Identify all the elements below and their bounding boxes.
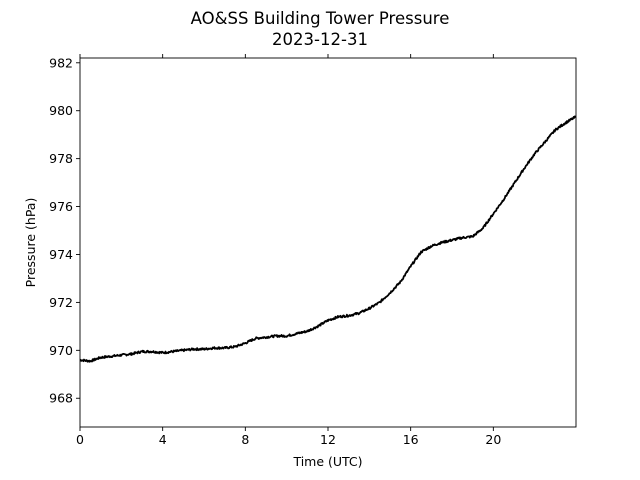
y-tick-label: 968 xyxy=(49,391,73,406)
y-tick-label: 978 xyxy=(49,151,73,166)
x-tick-label: 0 xyxy=(76,432,84,447)
y-tick-label: 970 xyxy=(49,343,73,358)
x-axis-label: Time (UTC) xyxy=(292,454,362,469)
y-axis-label: Pressure (hPa) xyxy=(23,198,38,288)
chart-title: AO&SS Building Tower Pressure xyxy=(191,9,450,28)
x-tick-label: 12 xyxy=(320,432,336,447)
x-tick-label: 16 xyxy=(403,432,419,447)
chart-subtitle: 2023-12-31 xyxy=(272,30,368,49)
x-tick-label: 20 xyxy=(485,432,501,447)
y-tick-label: 980 xyxy=(49,103,73,118)
plot-area-frame xyxy=(79,57,577,428)
y-tick-label: 982 xyxy=(49,55,73,70)
y-tick-label: 972 xyxy=(49,295,73,310)
x-axis-ticks: 0 4 8 12 16 20 xyxy=(76,54,501,447)
x-tick-label: 8 xyxy=(241,432,249,447)
y-tick-label: 974 xyxy=(49,247,73,262)
y-tick-label: 976 xyxy=(49,199,73,214)
x-tick-label: 4 xyxy=(159,432,167,447)
pressure-series-line xyxy=(79,115,577,363)
y-axis-ticks: 968 970 972 974 976 978 980 982 xyxy=(49,55,80,406)
